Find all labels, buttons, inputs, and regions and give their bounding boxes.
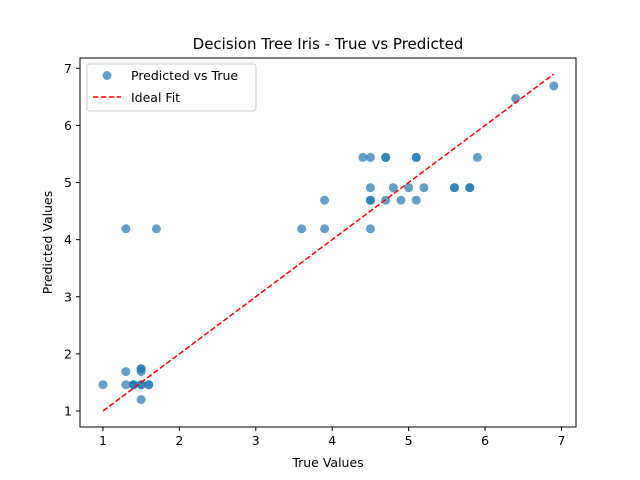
data-point [411,195,421,205]
data-point [365,195,375,205]
data-point [449,183,459,193]
data-point [136,380,146,390]
data-point [365,183,375,193]
data-point [465,183,475,193]
data-point [472,152,482,162]
y-tick-label: 2 [64,346,72,361]
data-point [549,81,559,91]
chart-title: Decision Tree Iris - True vs Predicted [193,35,464,53]
ideal-fit-line [102,73,555,412]
data-point [121,224,131,234]
data-point [396,195,406,205]
y-tick-label: 1 [64,404,72,419]
data-point [381,152,391,162]
data-point [320,224,330,234]
data-point [297,224,307,234]
y-tick-label: 6 [64,118,72,133]
data-point [419,183,429,193]
legend-label-ideal-fit: Ideal Fit [131,90,180,105]
data-point [136,364,146,374]
x-tick-label: 2 [175,433,183,448]
x-tick-label: 7 [558,433,566,448]
x-axis-label: True Values [291,455,363,470]
data-point [98,380,108,390]
y-tick-label: 4 [64,232,72,247]
x-tick-label: 3 [252,433,260,448]
x-tick-label: 6 [481,433,489,448]
legend: Predicted vs True Ideal Fit [86,63,257,112]
plot-frame [79,57,577,428]
y-axis-label: Predicted Values [40,191,55,295]
data-point [365,152,375,162]
y-tick-label: 7 [64,61,72,76]
data-point [411,152,421,162]
y-axis-ticks: 1 2 3 4 5 6 7 [64,61,80,419]
data-point [388,183,398,193]
legend-marker-scatter [102,71,112,80]
legend-box [86,63,257,112]
data-point [365,224,375,234]
y-tick-label: 5 [64,175,72,190]
data-point [136,395,146,405]
data-point [121,380,131,390]
x-tick-label: 1 [99,433,107,448]
data-point [320,195,330,205]
y-tick-label: 3 [64,289,72,304]
data-point [151,224,161,234]
x-tick-label: 5 [405,433,413,448]
data-point [358,152,368,162]
data-point [121,367,131,377]
x-axis-ticks: 1 2 3 4 5 6 7 [99,427,566,448]
legend-label-scatter: Predicted vs True [131,68,238,83]
x-tick-label: 4 [328,433,336,448]
data-point [144,380,154,390]
data-point [404,183,414,193]
plot-area [98,73,559,412]
